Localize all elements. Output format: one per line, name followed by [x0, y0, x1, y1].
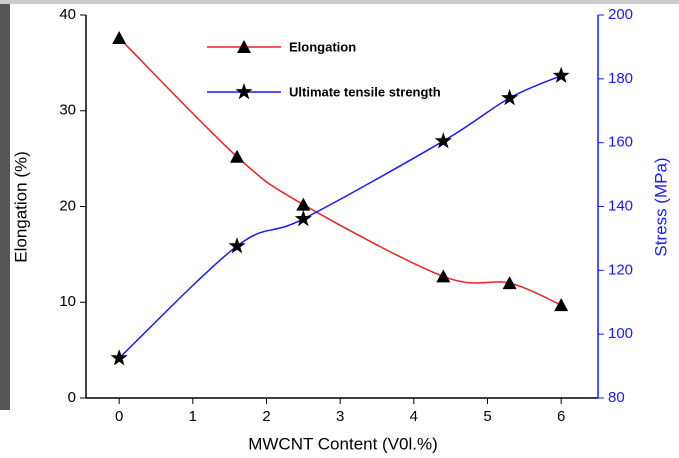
y2-tick-label: 120 [608, 261, 633, 278]
triangle-marker [230, 149, 245, 163]
x-tick-label: 1 [189, 408, 197, 425]
y-tick-label: 40 [59, 6, 76, 23]
triangle-marker [237, 40, 251, 53]
triangle-marker [502, 276, 517, 290]
star-marker [552, 66, 570, 83]
y2-tick-label: 200 [608, 6, 633, 23]
y2-tick-label: 100 [608, 325, 633, 342]
legend-label: Elongation [289, 39, 356, 54]
x-tick-label: 0 [115, 408, 123, 425]
y2-tick-label: 140 [608, 197, 633, 214]
x-tick-label: 6 [557, 408, 565, 425]
y-tick-label: 10 [59, 293, 76, 310]
x-tick-label: 3 [336, 408, 344, 425]
triangle-marker [112, 30, 127, 44]
y-tick-label: 0 [68, 389, 76, 406]
x-tick-label: 2 [262, 408, 270, 425]
x-tick-label: 5 [483, 408, 491, 425]
y-axis-label: Elongation (%) [11, 151, 30, 263]
y-tick-label: 30 [59, 102, 76, 119]
photo-edge [0, 0, 10, 410]
legend-label: Ultimate tensile strength [289, 84, 441, 99]
y2-tick-label: 180 [608, 70, 633, 87]
triangle-marker [296, 197, 311, 211]
triangle-marker [436, 269, 451, 283]
star-marker [501, 89, 519, 106]
y2-tick-label: 80 [608, 389, 625, 406]
triangle-marker [554, 298, 569, 312]
y2-tick-label: 160 [608, 134, 633, 151]
star-marker [228, 237, 246, 254]
star-marker [294, 209, 312, 227]
top-edge [0, 0, 679, 4]
y2-axis-label: Stress (MPa) [651, 157, 670, 256]
star-marker [235, 83, 253, 100]
x-tick-label: 4 [410, 408, 418, 425]
star-marker [110, 349, 128, 366]
star-marker [434, 132, 452, 149]
y-tick-label: 20 [59, 197, 76, 214]
x-axis-label: MWCNT Content (V0l.%) [248, 434, 438, 453]
